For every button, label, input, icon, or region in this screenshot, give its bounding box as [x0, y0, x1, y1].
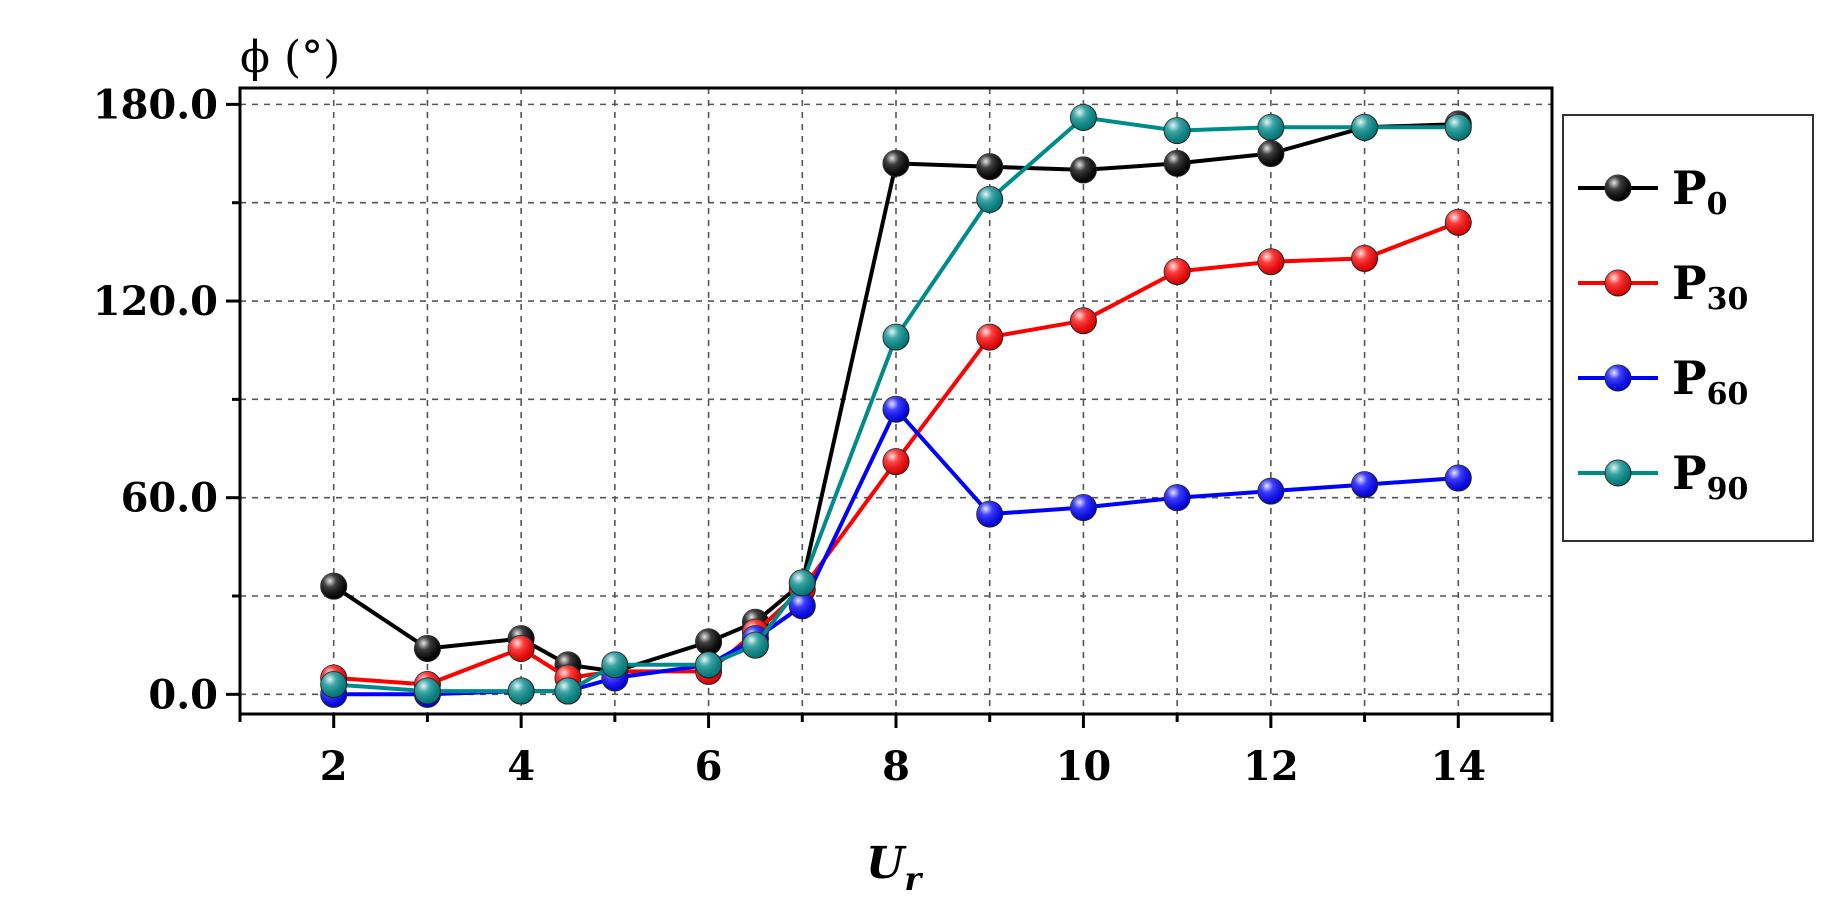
- data-point-highlight: [1164, 258, 1191, 285]
- legend-item: P60: [1578, 351, 1748, 412]
- data-point-highlight: [1445, 114, 1472, 141]
- legend-label-main: P: [1672, 446, 1707, 500]
- data-point-highlight: [1070, 104, 1097, 131]
- x-tick-label: 6: [695, 743, 723, 790]
- data-point-highlight: [742, 632, 769, 659]
- data-point-highlight: [883, 324, 909, 351]
- legend-label: P0: [1672, 161, 1727, 222]
- legend-label-subscript: 90: [1707, 472, 1749, 507]
- data-point-highlight: [1164, 484, 1191, 511]
- data-point-highlight: [789, 569, 816, 596]
- legend-item: P0: [1578, 161, 1727, 222]
- x-tick-label: 4: [507, 743, 535, 790]
- y-tick-labels: 0.0 60.0 120.0 180.0: [93, 81, 218, 718]
- series-P90: [320, 103, 1472, 705]
- data-point-highlight: [320, 573, 347, 600]
- grid-lines: [240, 88, 1552, 714]
- data-point-highlight: [976, 324, 1003, 351]
- x-tick-labels: 2 4 6 8 10 12 14: [320, 743, 1486, 790]
- y-tick-label: 60.0: [121, 475, 218, 522]
- x-axis-label-subscript: r: [904, 860, 923, 898]
- x-axis-label: Ur: [866, 838, 923, 898]
- data-point-highlight: [1070, 307, 1097, 334]
- data-point-highlight: [1070, 156, 1097, 183]
- legend-label-subscript: 0: [1707, 187, 1728, 222]
- data-point-highlight: [1257, 114, 1284, 141]
- x-tick-label: 10: [1056, 743, 1112, 790]
- data-point-highlight: [414, 678, 441, 705]
- legend-label-main: P: [1672, 161, 1707, 215]
- data-point-highlight: [1351, 114, 1378, 141]
- data-point-highlight: [508, 635, 535, 662]
- legend-label-main: P: [1672, 351, 1707, 405]
- legend-label: P90: [1672, 446, 1748, 507]
- data-point-highlight: [1070, 494, 1097, 521]
- legend-item: P30: [1578, 256, 1748, 317]
- legend-label: P60: [1672, 351, 1748, 412]
- data-point-highlight: [883, 150, 909, 177]
- data-point-highlight: [555, 678, 581, 705]
- x-tick-label: 12: [1243, 743, 1299, 790]
- legend-label-subscript: 30: [1707, 282, 1749, 317]
- legend-swatch-highlight: [1605, 175, 1631, 201]
- y-axis-label: ϕ (°): [240, 32, 340, 83]
- data-point-highlight: [976, 501, 1003, 528]
- data-point-highlight: [414, 635, 441, 662]
- series-layer: [320, 103, 1472, 708]
- data-point-highlight: [695, 651, 722, 678]
- legend-label: P30: [1672, 256, 1748, 317]
- y-tick-label: 120.0: [93, 278, 218, 325]
- axis-ticks: [226, 102, 1554, 728]
- data-point-highlight: [976, 153, 1003, 180]
- legend-swatch-highlight: [1605, 270, 1631, 296]
- data-point-highlight: [1445, 465, 1472, 492]
- x-tick-label: 14: [1430, 743, 1486, 790]
- legend-item: P90: [1578, 446, 1748, 507]
- data-point-highlight: [883, 448, 909, 475]
- data-point-highlight: [1164, 117, 1191, 144]
- data-point-highlight: [789, 592, 816, 619]
- data-point-highlight: [695, 628, 722, 655]
- x-tick-label: 2: [320, 743, 348, 790]
- data-point-highlight: [1445, 209, 1472, 236]
- data-point-highlight: [1351, 471, 1378, 498]
- data-point-highlight: [1164, 150, 1191, 177]
- data-point-highlight: [883, 396, 909, 423]
- y-tick-label: 180.0: [93, 81, 218, 128]
- data-point-highlight: [1257, 478, 1284, 505]
- data-point-highlight: [1257, 140, 1284, 167]
- legend-swatch-highlight: [1605, 460, 1631, 486]
- data-point-highlight: [601, 651, 628, 678]
- legend-label-main: P: [1672, 256, 1707, 310]
- data-point-highlight: [508, 678, 535, 705]
- data-point-highlight: [320, 671, 347, 698]
- data-point-highlight: [976, 186, 1003, 213]
- legend-label-subscript: 60: [1707, 377, 1749, 412]
- legend-swatch-highlight: [1605, 365, 1631, 391]
- data-point-highlight: [1351, 245, 1378, 272]
- x-tick-label: 8: [882, 743, 910, 790]
- x-axis-label-main: U: [866, 838, 907, 889]
- y-tick-label: 0.0: [148, 671, 218, 718]
- data-point-highlight: [1257, 248, 1284, 275]
